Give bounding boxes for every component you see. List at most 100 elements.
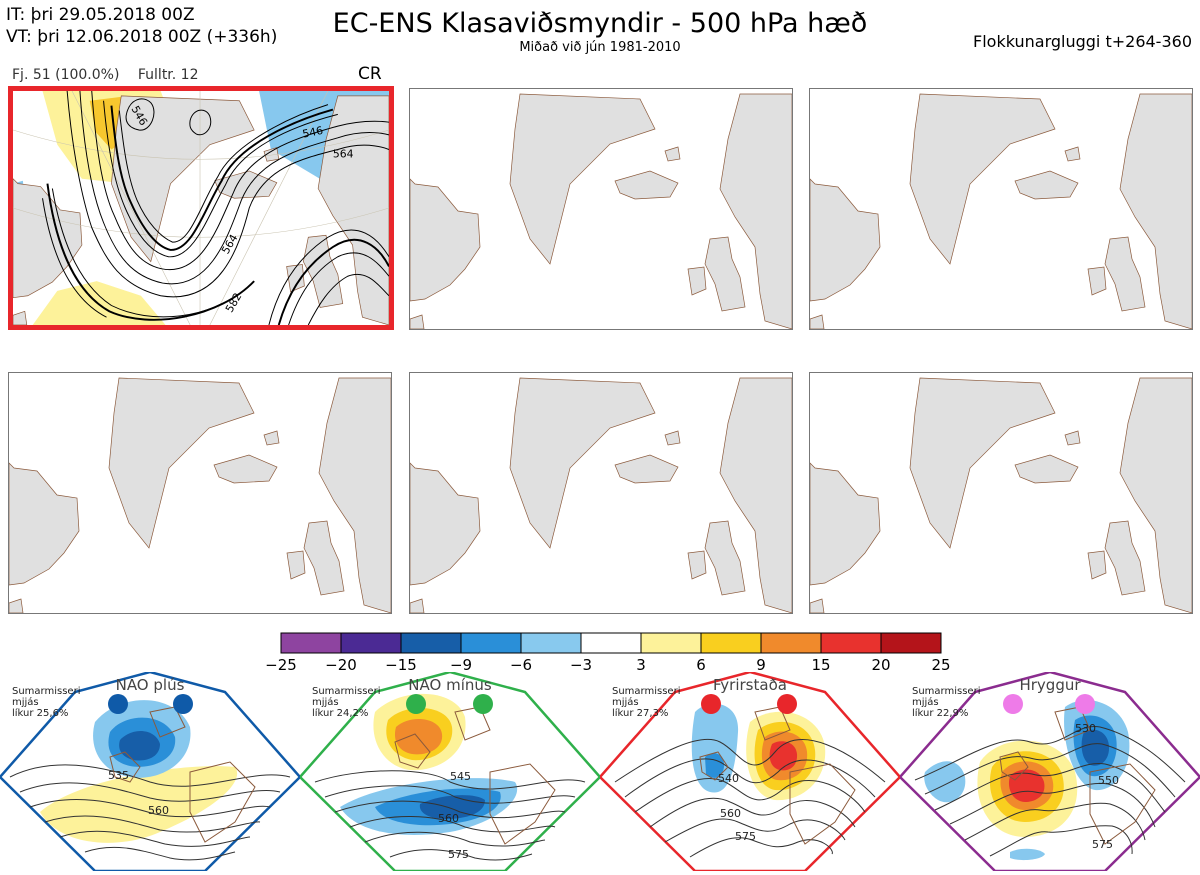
regime-dot — [473, 694, 493, 714]
colorbar-segment — [460, 632, 522, 654]
classification-window: Flokkunargluggi t+264-360 — [973, 32, 1192, 51]
header-dates: IT: þri 29.05.2018 00Z VT: þri 12.06.201… — [6, 4, 277, 48]
colorbar-tick-label: −3 — [569, 656, 593, 674]
regime-info: Sumarmisseri mjjás líkur 24,2% — [312, 686, 380, 719]
regime-name: NAO plús — [115, 676, 185, 694]
contour-label: 550 — [1098, 774, 1119, 787]
regime-method: mjjás — [12, 697, 39, 708]
colorbar-segment — [880, 632, 942, 654]
regime-map-nao-minus: 545 560 575 — [298, 670, 602, 873]
cluster-info: Fj. 51 (100.0%) Fulltr. 12 — [12, 67, 213, 83]
cluster-map-3 — [810, 93, 1192, 329]
cluster-panel-5[interactable] — [409, 372, 793, 614]
cluster-map-1: 546 564 546 564 582 — [13, 91, 389, 325]
colorbar-tick-label: −25 — [265, 656, 297, 674]
regime-probability: líkur 24,2% — [312, 708, 369, 719]
regime-name: Fyrirstaða — [713, 676, 787, 694]
cluster-panel-1[interactable]: 546 564 546 564 582 — [8, 86, 394, 330]
regime-dot — [777, 694, 797, 714]
colorbar-tick-label: −9 — [449, 656, 473, 674]
regime-map-nao-plus: 535 560 — [0, 670, 302, 873]
page-title: EC-ENS Klasaviðsmyndir - 500 hPa hæð — [332, 8, 868, 39]
graticule — [13, 91, 389, 325]
colorbar-segment — [760, 632, 822, 654]
regime-dot — [406, 694, 426, 714]
contour-label: 560 — [438, 812, 459, 825]
regime-contours — [314, 770, 586, 861]
regime-info: Sumarmisseri mjjás líkur 27,3% — [612, 686, 680, 719]
cluster-count: Fj. 51 (100.0%) — [12, 67, 120, 83]
cluster-map-6 — [810, 377, 1192, 613]
anomaly-negative-core — [119, 731, 160, 761]
colorbar-segment — [580, 632, 642, 654]
contour-label: 560 — [720, 807, 741, 820]
regime-probability: líkur 25,6% — [12, 708, 69, 719]
regime-method: mjjás — [612, 697, 639, 708]
regime-nao-minus: 545 560 575 NAO mínus Sumarmisseri mjjás… — [298, 670, 602, 873]
regime-nao-plus: 535 560 NAO plús Sumarmisseri mjjás líku… — [0, 670, 302, 873]
regime-season: Sumarmisseri — [612, 686, 681, 697]
regime-dot — [1003, 694, 1023, 714]
cluster-map-4 — [9, 377, 391, 613]
anomaly-positive-south — [32, 281, 166, 325]
regime-method: mjjás — [912, 697, 939, 708]
page-subtitle: Miðað við jún 1981-2010 — [519, 40, 681, 55]
regime-dot — [173, 694, 193, 714]
contour-label: 575 — [448, 848, 469, 861]
colorbar-tick-label: 3 — [636, 656, 646, 674]
regime-method: mjjás — [312, 697, 339, 708]
cluster-panel-3[interactable] — [809, 88, 1193, 330]
regime-season: Sumarmisseri — [912, 686, 981, 697]
contour-label: 535 — [108, 769, 129, 782]
colorbar-segment — [700, 632, 762, 654]
colorbar-segment — [400, 632, 462, 654]
anomaly-negative-east-core — [1081, 729, 1110, 766]
colorbar-tick-label: 20 — [871, 656, 891, 674]
colorbar-segment — [280, 632, 342, 654]
contour-label: 575 — [1092, 838, 1113, 851]
regime-blocking: 540 560 575 Fyrirstaða Sumarmisseri mjjá… — [598, 670, 902, 873]
contour-label: 582 — [223, 291, 245, 315]
regime-name: NAO mínus — [408, 676, 492, 694]
regime-probability: líkur 22,9% — [912, 708, 969, 719]
anomaly-negative — [691, 703, 739, 793]
anomaly-positive — [40, 766, 238, 843]
colorbar-tick-label: −20 — [325, 656, 357, 674]
colorbar-tick-label: −15 — [385, 656, 417, 674]
cluster-map-5 — [410, 377, 792, 613]
contour-label: 545 — [450, 770, 471, 783]
colorbar-segment — [640, 632, 702, 654]
regime-info: Sumarmisseri mjjás líkur 22,9% — [912, 686, 980, 719]
regime-ridge: 530 550 575 Hryggur Sumarmisseri mjjás l… — [898, 670, 1200, 873]
regime-map-blocking: 540 560 575 — [598, 670, 902, 873]
regime-dot — [701, 694, 721, 714]
it-line: IT: þri 29.05.2018 00Z — [6, 5, 195, 25]
colorbar-tick-label: −6 — [509, 656, 533, 674]
contour-label: 564 — [333, 147, 354, 160]
contour-label: 540 — [718, 772, 739, 785]
regime-dot — [108, 694, 128, 714]
cluster-panel-4[interactable] — [8, 372, 392, 614]
contour-label: 546 — [301, 124, 324, 141]
colorbar-tick-label: 9 — [756, 656, 766, 674]
colorbar-segment — [340, 632, 402, 654]
colorbar — [280, 632, 942, 654]
anomaly-negative-south — [1010, 848, 1045, 861]
colorbar-tick-label: 6 — [696, 656, 706, 674]
cluster-panel-2[interactable] — [409, 88, 793, 330]
regime-contours — [9, 764, 291, 861]
regime-contours — [914, 725, 1186, 857]
regime-name: Hryggur — [1019, 676, 1081, 694]
anomaly-positive-core — [769, 741, 798, 771]
regime-season: Sumarmisseri — [12, 686, 81, 697]
cluster-panel-6[interactable] — [809, 372, 1193, 614]
height-contours-bold — [46, 105, 389, 325]
anomaly-positive-core — [394, 718, 443, 755]
colorbar-tick-label: 25 — [931, 656, 951, 674]
colorbar-tick-label: 15 — [811, 656, 831, 674]
contour-label: 560 — [148, 804, 169, 817]
regime-info: Sumarmisseri mjjás líkur 25,6% — [12, 686, 80, 719]
contour-label: 530 — [1075, 722, 1096, 735]
regime-season: Sumarmisseri — [312, 686, 381, 697]
vt-line: VT: þri 12.06.2018 00Z (+336h) — [6, 27, 278, 47]
